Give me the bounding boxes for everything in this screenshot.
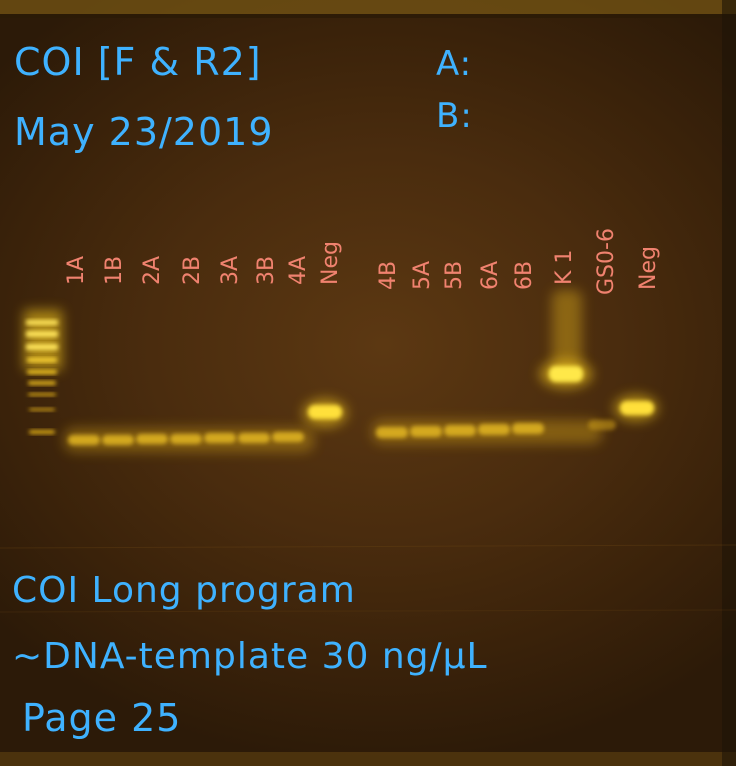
lane-label: K 1 (552, 250, 577, 285)
ladder-band (27, 358, 57, 362)
lane-label: 1B (102, 256, 127, 285)
lane-band-3A (204, 433, 236, 443)
lane-band-4A (272, 432, 304, 442)
lane-band-5B (444, 425, 476, 436)
k1-smear (552, 290, 582, 370)
tray-top-edge (0, 0, 736, 14)
tray-bottom-edge (0, 752, 736, 766)
slot-a-label: A: (436, 44, 472, 84)
lane-band-K1 (549, 366, 583, 382)
lane-label: 2A (140, 256, 165, 285)
ladder-band (28, 393, 56, 396)
template-note: ~DNA-template 30 ng/µL (12, 636, 488, 677)
page-note: Page 25 (22, 696, 181, 740)
primer-label: COI [F & R2] (14, 40, 262, 84)
ladder-band (28, 381, 56, 385)
lane-label: 1A (64, 256, 89, 285)
ladder-band (26, 344, 58, 350)
program-note: COI Long program (12, 570, 356, 611)
lane-band-1B (102, 435, 134, 445)
lane-label: 5B (442, 261, 467, 290)
lane-band-2B (170, 434, 202, 444)
lane-band-neg-left (308, 405, 342, 419)
lane-band-1A (68, 435, 100, 445)
gel-scratch-line (0, 545, 736, 548)
ladder-band (26, 320, 58, 325)
lane-band-3B (238, 433, 270, 443)
lane-band-neg-right (620, 401, 654, 415)
primer-dimer-bands-left (64, 399, 347, 452)
tray-right-edge (722, 0, 736, 766)
lane-label: 5A (410, 261, 435, 290)
lane-label: Neg (636, 246, 661, 290)
lane-band-6A (478, 424, 510, 435)
ladder-band (27, 370, 57, 374)
ladder-band (29, 430, 55, 434)
lane-band-6B (512, 423, 544, 434)
lane-label: Neg (318, 241, 343, 285)
lane-label: 6B (512, 261, 537, 290)
ladder-band (26, 331, 58, 337)
primer-dimer-bands-right (372, 290, 658, 444)
lane-band-2A (136, 434, 168, 444)
tray-top-shadow (0, 14, 736, 18)
lane-label: 4A (286, 256, 311, 285)
lane-label: 3B (254, 256, 279, 285)
lane-label: GS0-6 (594, 228, 619, 295)
lane-label: 2B (180, 256, 205, 285)
lane-band-5A (410, 426, 442, 437)
lane-band-GS0-6 (588, 420, 616, 430)
ladder-lane (24, 310, 62, 434)
slot-b-label: B: (436, 96, 473, 136)
ladder-band (29, 408, 55, 411)
lane-band-4B (376, 427, 408, 438)
date-label: May 23/2019 (14, 110, 274, 154)
lane-label: 3A (218, 256, 243, 285)
lane-label: 6A (478, 261, 503, 290)
lane-label: 4B (376, 261, 401, 290)
